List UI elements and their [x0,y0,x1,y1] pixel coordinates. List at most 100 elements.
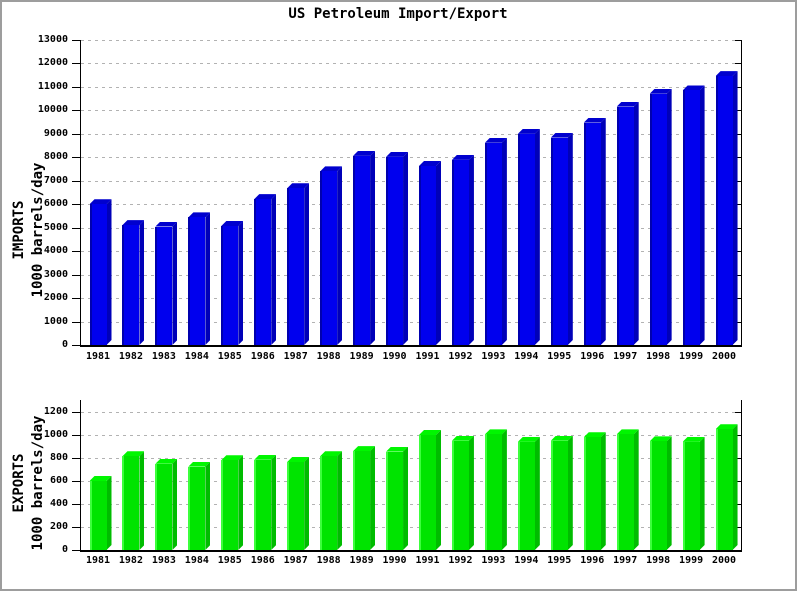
gridline-12000 [81,63,741,64]
bar-imports-1996 [583,122,601,345]
bar-top-exports-1996 [584,432,606,437]
x-tick-label-exports-1983: 1983 [151,555,176,566]
bar-top-imports-1996 [584,118,606,123]
bar-exports-1988 [320,456,338,550]
bar-exports-1981 [89,481,107,550]
bar-top-exports-1990 [386,447,408,452]
bar-side-imports-1992 [469,155,474,345]
bar-imports-1989 [353,155,371,345]
y-tick-left-13000 [72,40,80,41]
bar-top-imports-1991 [419,161,441,166]
y-tick-right-800 [735,458,741,459]
y-tick-label-4000: 4000 [43,245,68,256]
bar-top-exports-1983 [155,459,177,464]
bar-exports-1993 [484,434,502,550]
bar-top-exports-1986 [254,455,276,460]
x-tick-label-imports-1985: 1985 [217,351,242,362]
gridline-9000 [81,134,741,135]
bar-imports-1994 [517,133,535,345]
y-tick-right-7000 [735,181,741,182]
bar-top-imports-1997 [617,102,639,107]
y-tick-label-1200: 1200 [43,406,68,417]
bar-exports-1984 [188,466,206,550]
gridline-13000 [81,40,741,41]
bar-imports-1981 [89,204,107,345]
bar-imports-1999 [682,90,700,345]
y-tick-left-10000 [72,110,80,111]
bar-exports-1990 [386,451,404,550]
bar-side-exports-1986 [271,455,276,550]
y-tick-left-6000 [72,204,80,205]
bar-top-exports-1982 [122,451,144,456]
gridline-400 [81,504,741,505]
y-tick-label-200: 200 [49,521,68,532]
bar-side-exports-1984 [205,462,210,550]
bar-side-imports-1995 [568,133,573,345]
x-tick-label-exports-1998: 1998 [646,555,671,566]
y-axis-right [741,40,742,345]
y-axis-left [80,400,81,550]
y-tick-right-5000 [735,228,741,229]
gridline-8000 [81,157,741,158]
y-tick-right-4000 [735,251,741,252]
y-tick-right-1000 [735,435,741,436]
bar-imports-1984 [188,217,206,345]
bar-side-imports-1993 [502,138,507,345]
bar-side-exports-1987 [304,457,309,550]
y-tick-left-5000 [72,228,80,229]
y-tick-left-600 [72,481,80,482]
y-tick-right-8000 [735,157,741,158]
bar-side-exports-1991 [436,430,441,550]
bar-top-exports-1994 [518,437,540,442]
bar-side-imports-1989 [370,151,375,345]
bar-side-exports-1982 [139,451,144,550]
bar-side-exports-1993 [502,429,507,550]
bar-side-exports-1996 [601,432,606,550]
gridline-800 [81,458,741,459]
bar-exports-1995 [550,440,568,550]
bar-imports-1998 [649,93,667,345]
y-tick-left-4000 [72,251,80,252]
bar-exports-1992 [451,440,469,550]
chart-title: US Petroleum Import/Export [288,6,508,22]
bar-side-imports-1983 [172,222,177,345]
x-tick-label-imports-1995: 1995 [547,351,572,362]
bar-imports-1982 [122,225,140,345]
x-tick-label-exports-1995: 1995 [547,555,572,566]
y-tick-right-10000 [735,110,741,111]
bar-imports-1988 [320,171,338,345]
y-tick-right-6000 [735,204,741,205]
x-tick-label-imports-1993: 1993 [481,351,506,362]
y-tick-right-13000 [735,40,741,41]
x-tick-label-imports-1991: 1991 [415,351,440,362]
bar-top-exports-1984 [188,462,210,467]
bar-top-exports-1993 [485,429,507,434]
x-tick-label-imports-1988: 1988 [316,351,341,362]
bar-exports-1983 [155,463,173,550]
bar-imports-1991 [419,165,436,345]
bar-top-imports-1983 [155,222,177,227]
y-tick-right-1200 [735,412,741,413]
gridline-1000 [81,322,741,323]
bar-side-imports-2000 [733,71,738,345]
y-tick-label-800: 800 [49,452,68,463]
bar-exports-1996 [583,437,601,550]
bar-exports-1989 [353,451,371,550]
bar-side-imports-1998 [667,89,672,345]
x-tick-label-exports-1987: 1987 [283,555,308,566]
bar-side-exports-1988 [337,451,342,550]
x-tick-label-exports-1990: 1990 [382,555,407,566]
y-tick-left-2000 [72,298,80,299]
bar-exports-1994 [517,441,535,550]
bar-top-imports-1999 [683,85,705,90]
x-tick-label-exports-1996: 1996 [580,555,605,566]
y-tick-left-11000 [72,87,80,88]
y-tick-label-11000: 11000 [37,81,68,92]
bar-top-exports-2000 [716,424,738,429]
y-tick-left-1000 [72,435,80,436]
bar-imports-1985 [221,226,239,345]
bar-top-imports-1994 [518,129,540,134]
